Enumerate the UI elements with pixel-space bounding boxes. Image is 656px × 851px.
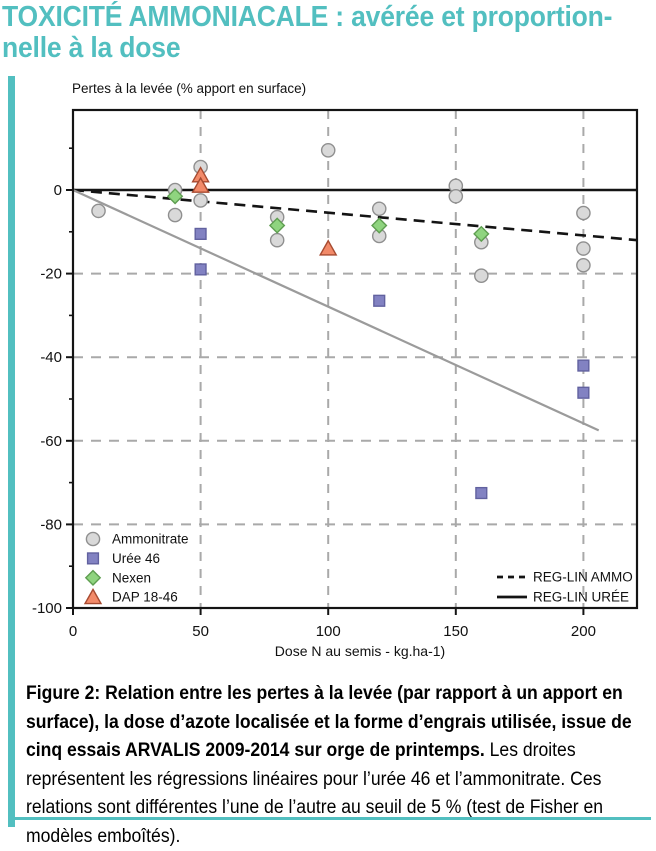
chart-svg: 0 -20 -40 -60 -80 -100 0 50 100 150 200 Dose N au s…	[32, 108, 639, 659]
page-title-line1: TOXICITÉ AMMONIACALE : avérée et proport…	[2, 1, 613, 33]
nexen-point	[268, 217, 286, 234]
y-axis-title: Pertes à la levée (% apport en surface)	[72, 81, 307, 96]
x-axis-title: Dose N au semis - kg.ha-1)	[275, 643, 445, 659]
nexen-point	[166, 188, 184, 205]
x-tick-label: 50	[192, 623, 209, 640]
legend-marker-ur-e-46	[86, 552, 100, 565]
ur-e-46-point	[194, 263, 207, 276]
y-tick-label: -40	[40, 349, 62, 366]
nexen-point	[473, 225, 490, 243]
y-tick-label: -60	[40, 433, 62, 450]
ur-e-46-point	[475, 486, 488, 500]
ammonitrate-point	[576, 205, 591, 221]
legend-item-dap-18-46: DAP 18-46	[112, 590, 178, 605]
legend-item-reg-lin-ammo: REG-LIN AMMO	[533, 570, 633, 585]
accent-left-bar	[8, 76, 15, 827]
ammonitrate-point	[269, 232, 285, 248]
ur-e-46-point	[373, 294, 386, 307]
x-tick-label: 150	[443, 623, 468, 640]
legend-marker-nexen	[84, 569, 102, 586]
dap-18-46-point	[319, 239, 338, 256]
page-title: TOXICITÉ AMMONIACALE : avérée et proport…	[2, 2, 656, 64]
y-tick-label: -80	[40, 516, 62, 533]
regline-reg-lin-ammo	[72, 188, 638, 242]
legend-item-nexen: Nexen	[112, 570, 151, 585]
ammonitrate-point	[474, 268, 489, 283]
legend-marker-dap-18-46	[83, 587, 103, 605]
y-tick-label: -20	[40, 266, 62, 283]
legend-item-reg-lin-ur-e: REG-LIN URÉE	[533, 590, 629, 605]
ur-e-46-point	[577, 359, 590, 372]
ur-e-46-point	[577, 386, 590, 399]
legend-marker-ammonitrate	[85, 531, 101, 547]
accent-bottom-line	[14, 817, 651, 820]
ammonitrate-point	[576, 257, 591, 273]
ammonitrate-point	[371, 201, 387, 217]
figure-caption: Figure 2: Relation entre les pertes à la…	[26, 680, 655, 851]
x-tick-label: 200	[571, 623, 596, 640]
legend-item-ammonitrate: Ammonitrate	[112, 532, 189, 547]
ammonitrate-point	[167, 207, 183, 223]
ammonitrate-point	[576, 241, 591, 256]
y-tick-label: 0	[54, 182, 62, 199]
y-tick-label: -100	[32, 600, 62, 617]
page-title-line2: nelle à la dose	[2, 32, 181, 64]
legend-item-ur-e-46: Urée 46	[112, 551, 160, 566]
ammonitrate-point	[448, 188, 464, 204]
x-tick-label: 0	[69, 623, 77, 640]
dap-18-46-point	[191, 176, 210, 193]
x-tick-label: 100	[316, 623, 341, 640]
nexen-point	[371, 217, 388, 234]
caption-bold-text: Figure 2: Relation entre les pertes à la…	[26, 683, 632, 761]
plot-border	[71, 108, 639, 610]
regline-reg-lin-ur-e	[72, 188, 600, 432]
ammonitrate-point	[320, 142, 336, 158]
ammonitrate-point	[91, 203, 106, 219]
ammonitrate-point	[193, 193, 208, 208]
ur-e-46-point	[194, 227, 207, 240]
